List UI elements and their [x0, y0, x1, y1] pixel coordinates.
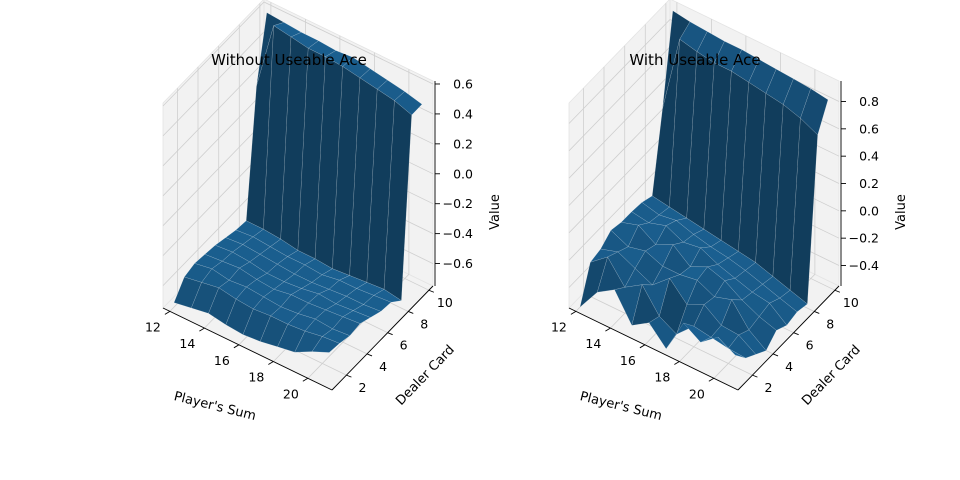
surface-patch — [394, 91, 423, 116]
y-tick-label: 6 — [806, 338, 814, 353]
y-tick — [793, 332, 799, 336]
surface-patch — [779, 289, 808, 313]
y-axis-line — [331, 285, 434, 391]
y-tick-label: 8 — [826, 316, 834, 331]
x-axis-line — [568, 307, 739, 391]
chart-title: With Useable Ace — [629, 51, 760, 69]
y-tick-label: 2 — [764, 380, 772, 395]
y-tick — [346, 374, 352, 378]
z-tick-label: −0.2 — [443, 196, 473, 211]
surface-patch — [738, 329, 767, 355]
x-tick — [199, 327, 205, 332]
x-tick — [605, 327, 611, 332]
x-tick-label: 14 — [179, 336, 195, 351]
y-tick-label: 2 — [358, 380, 366, 395]
surface-patch — [789, 117, 818, 305]
y-tick-label: 8 — [420, 316, 428, 331]
z-tick-label: 0.0 — [453, 166, 473, 181]
y-tick — [834, 289, 841, 293]
y-tick-label: 6 — [400, 338, 408, 353]
z-tick-label: 0.4 — [453, 106, 473, 121]
surface-patch — [758, 302, 788, 331]
y-tick-label: 10 — [843, 295, 859, 310]
x-tick — [164, 310, 171, 315]
x-tick-label: 18 — [654, 370, 670, 385]
x-tick — [302, 377, 309, 382]
y-tick — [366, 353, 373, 357]
x-tick-label: 16 — [620, 353, 636, 368]
y-tick — [387, 332, 393, 336]
y-tick-label: 4 — [785, 359, 793, 374]
x-tick-label: 20 — [283, 386, 299, 401]
grid-line — [162, 1, 434, 107]
axis-lines — [162, 81, 436, 391]
x-tick-label: 12 — [145, 319, 161, 334]
y-tick-label: 10 — [437, 295, 453, 310]
y-tick — [428, 289, 435, 293]
z-tick-label: −0.2 — [849, 231, 879, 246]
surface — [579, 10, 829, 359]
y-tick — [752, 374, 758, 378]
x-tick — [674, 361, 680, 365]
x-tick — [708, 377, 715, 382]
z-tick-label: 0.2 — [453, 136, 473, 151]
x-tick — [268, 361, 274, 365]
z-tick-label: 0.0 — [859, 203, 879, 218]
surface — [173, 12, 423, 353]
x-tick — [570, 310, 577, 315]
z-tick-label: 0.4 — [859, 149, 879, 164]
z-axis-label: Value — [488, 194, 503, 230]
surface-patch — [311, 336, 340, 353]
z-tick-label: −0.4 — [849, 258, 879, 273]
y-tick — [408, 311, 414, 314]
x-tick — [639, 344, 646, 349]
z-tick-label: 0.6 — [859, 121, 879, 136]
z-tick-label: −0.4 — [443, 226, 473, 241]
x-tick-label: 12 — [551, 319, 567, 334]
z-tick-label: 0.8 — [859, 94, 879, 109]
x-axis-line — [162, 307, 333, 391]
x-tick — [233, 344, 240, 349]
x-tick-label: 16 — [214, 353, 230, 368]
y-tick — [772, 353, 779, 357]
y-axis-line — [737, 285, 840, 391]
surface-patch — [769, 297, 798, 326]
z-axis-label: Value — [894, 194, 909, 230]
y-tick — [814, 311, 820, 314]
x-tick-label: 14 — [585, 336, 601, 351]
z-tick-label: 0.6 — [453, 76, 473, 91]
x-tick-label: 18 — [248, 370, 264, 385]
x-tick-label: 20 — [689, 386, 705, 401]
y-tick-label: 4 — [379, 359, 387, 374]
z-tick-label: −0.6 — [443, 256, 473, 271]
z-tick-label: 0.2 — [859, 176, 879, 191]
chart-title: Without Useable Ace — [211, 51, 367, 69]
surface-patch — [717, 336, 746, 359]
